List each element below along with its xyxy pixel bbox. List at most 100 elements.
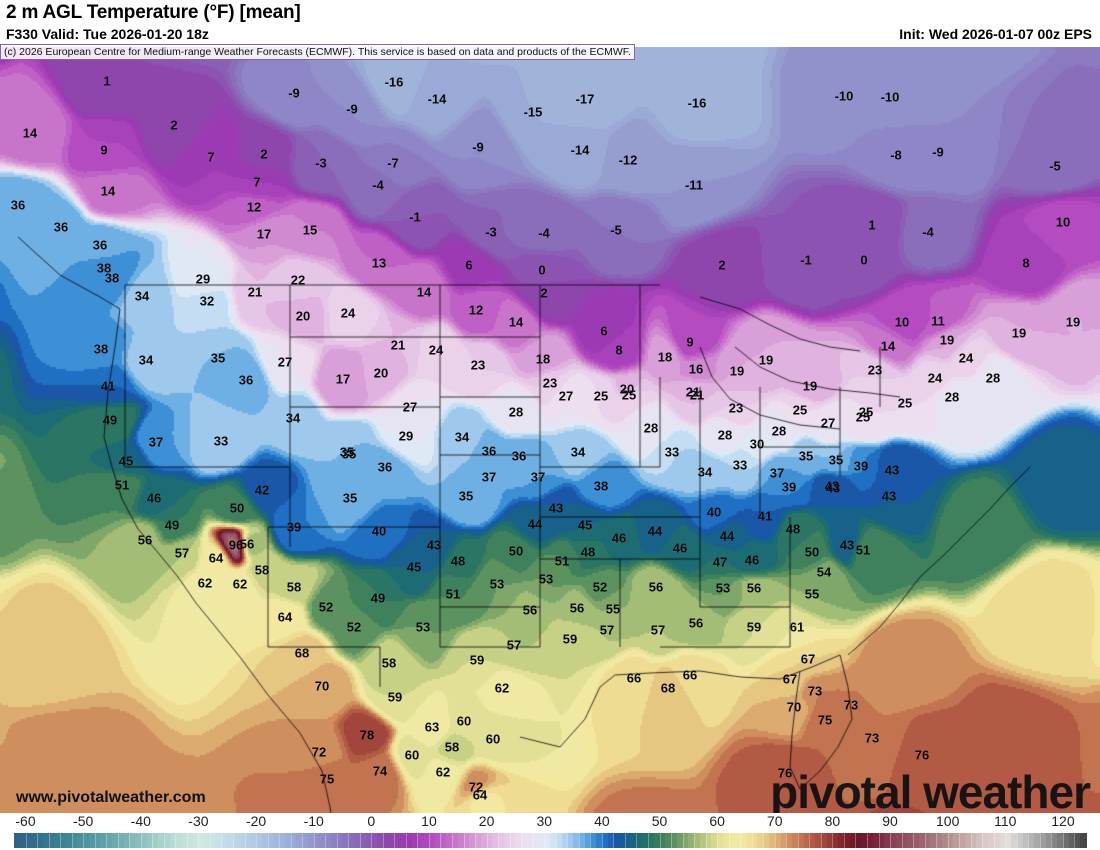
colorbar-segment <box>423 833 430 848</box>
colorbar-divider <box>590 833 592 848</box>
colorbar-divider <box>671 833 673 848</box>
colorbar-segment <box>866 833 874 848</box>
station-temperature-label: 32 <box>199 293 215 309</box>
colorbar-segment <box>688 833 695 848</box>
station-temperature-label: 67 <box>800 651 816 667</box>
station-temperature-label: 8 <box>1022 255 1030 271</box>
station-temperature-label: 28 <box>985 370 1001 386</box>
temperature-map[interactable]: 14 9 14 36 36 36 38 34 29 38 38 34 41 49 37 45 51 46 49 56 5… <box>0 47 1100 813</box>
colorbar-divider <box>233 833 234 848</box>
station-temperature-label: -14 <box>427 91 447 107</box>
station-temperature-label: 72 <box>468 779 484 795</box>
colorbar-segment <box>325 833 332 848</box>
colorbar-divider <box>532 833 534 848</box>
colorbar-segment <box>279 833 286 848</box>
colorbar-gradient <box>14 833 1087 848</box>
station-temperature-label: 1 <box>868 217 876 233</box>
colorbar-divider <box>405 833 407 848</box>
station-temperature-label: 36 <box>481 443 497 459</box>
colorbar-tick-label: 30 <box>536 813 553 829</box>
colorbar-tick-label: -60 <box>15 813 36 829</box>
colorbar-segment <box>895 833 903 848</box>
colorbar-segment <box>970 833 978 848</box>
station-temperature-label: 62 <box>197 575 213 591</box>
station-temperature-label: -8 <box>890 147 902 163</box>
station-temperature-label: 35 <box>339 444 355 460</box>
colorbar-divider <box>993 833 995 848</box>
colorbar-segment <box>65 833 73 848</box>
colorbar-segment <box>728 833 736 848</box>
colorbar-segment <box>296 833 303 848</box>
colorbar-segment <box>100 833 107 848</box>
colorbar-segment <box>820 833 828 848</box>
station-temperature-label: 35 <box>458 488 474 504</box>
page-title: 2 m AGL Temperature (°F) [mean] <box>6 2 301 24</box>
station-temperature-label: 43 <box>824 478 840 494</box>
station-temperature-label: 40 <box>706 504 722 520</box>
station-temperature-label: 35 <box>210 350 226 366</box>
colorbar-segment <box>434 833 442 848</box>
station-temperature-label: 12 <box>246 199 262 215</box>
colorbar-segment <box>803 833 810 848</box>
station-temperature-label: 52 <box>346 619 362 635</box>
colorbar-divider <box>48 833 50 848</box>
station-temperature-label: 61 <box>789 619 805 635</box>
station-temperature-label: 59 <box>746 619 762 635</box>
station-temperature-label: 43 <box>548 500 564 516</box>
station-temperature-label: 21 <box>689 387 705 403</box>
colorbar-divider <box>290 833 292 848</box>
init-time-label: Init: Wed 2026-01-07 00z EPS <box>899 26 1092 42</box>
colorbar-segment <box>83 833 90 848</box>
colorbar-segment <box>440 833 447 848</box>
station-temperature-label: 56 <box>746 580 762 596</box>
station-temperature-label: 36 <box>377 459 393 475</box>
station-temperature-label: 64 <box>208 550 224 566</box>
colorbar-segment <box>244 833 251 848</box>
temperature-field-canvas <box>0 47 1100 813</box>
colorbar-segment <box>653 833 661 848</box>
colorbar-tick-label: -30 <box>188 813 209 829</box>
station-temperature-label: 43 <box>881 488 897 504</box>
station-temperature-label: 36 <box>53 219 69 235</box>
station-temperature-label: -3 <box>485 224 497 240</box>
station-temperature-label: 8 <box>615 342 623 358</box>
colorbar-divider <box>371 833 373 848</box>
colorbar-segment <box>515 833 522 848</box>
station-temperature-label: 27 <box>820 415 836 431</box>
station-temperature-label: 57 <box>506 637 522 653</box>
station-temperature-label: 56 <box>688 615 704 631</box>
colorbar-divider <box>820 833 822 848</box>
station-temperature-label: 1 <box>103 73 111 89</box>
colorbar-segment <box>1062 833 1070 848</box>
colorbar-divider <box>475 833 477 848</box>
station-temperature-label: 75 <box>319 771 335 787</box>
colorbar-segment <box>619 833 626 848</box>
station-temperature-label: 20 <box>373 365 389 381</box>
station-temperature-label: 18 <box>657 349 673 365</box>
colorbar-segment <box>267 833 274 848</box>
station-temperature-label: 54 <box>816 564 832 580</box>
station-temperature-label: 59 <box>562 631 578 647</box>
colorbar-segment <box>590 833 597 848</box>
station-temperature-label: 56 <box>569 600 585 616</box>
colorbar-segment <box>463 833 470 848</box>
colorbar-segment <box>486 833 493 848</box>
station-temperature-label: 58 <box>254 562 270 578</box>
colorbar-segment <box>1068 833 1076 848</box>
colorbar-divider <box>452 833 454 848</box>
station-temperature-label: -16 <box>687 95 707 111</box>
colorbar-segment <box>659 833 666 848</box>
colorbar-segment <box>238 833 246 848</box>
colorbar-divider <box>428 833 430 848</box>
station-temperature-label: 2 <box>718 257 726 273</box>
station-temperature-label: -12 <box>618 152 638 168</box>
station-temperature-label: 40 <box>371 523 387 539</box>
station-temperature-label: 60 <box>404 747 420 763</box>
station-temperature-label: 33 <box>213 433 229 449</box>
colorbar-segment <box>1022 833 1029 848</box>
station-temperature-label: 50 <box>229 500 245 516</box>
station-temperature-label: 56 <box>137 532 153 548</box>
station-temperature-label: 14 <box>508 314 524 330</box>
station-temperature-label: 14 <box>416 284 432 300</box>
colorbar-divider <box>267 833 269 848</box>
